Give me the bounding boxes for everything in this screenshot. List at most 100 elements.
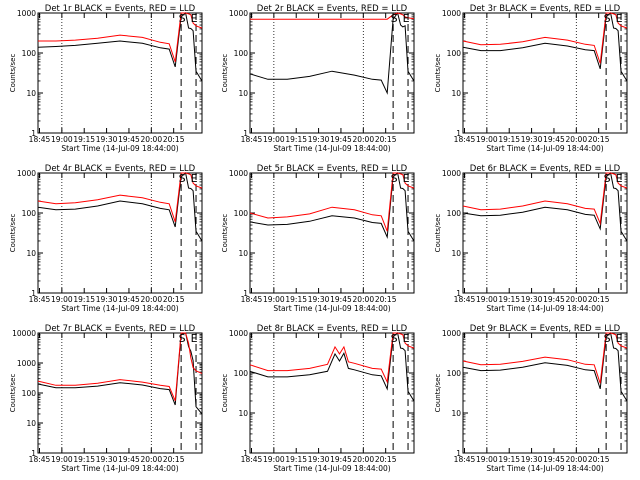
x-tick-label: 19:30: [521, 295, 543, 304]
x-tick-label: 18:45: [29, 455, 51, 464]
y-tick-label: 1: [243, 449, 248, 458]
y-tick-label: 1: [456, 449, 461, 458]
y-tick-label: 1000: [442, 169, 461, 178]
x-tick-label: 19:15: [498, 135, 520, 144]
detector-panel-2: Det 2r BLACK = Events, RED = LLD 1 10 100 10…: [221, 4, 415, 153]
series-line-events: [462, 172, 628, 242]
y-tick-label: 1000: [442, 9, 461, 18]
marker-s: S: [604, 172, 611, 185]
marker-s: S: [179, 12, 186, 25]
series-line-lld: [250, 12, 415, 20]
x-tick-label: 20:15: [375, 455, 397, 464]
x-tick-label: 19:15: [73, 455, 95, 464]
x-tick-label: 19:30: [96, 295, 118, 304]
x-tick-label: 20:15: [588, 295, 610, 304]
y-tick-label: 10: [451, 249, 461, 258]
x-tick-label: 19:00: [263, 135, 285, 144]
x-tick-label: 20:00: [140, 295, 162, 304]
series-line-events: [37, 332, 203, 415]
x-tick-label: 20:00: [352, 455, 374, 464]
y-tick-label: 10: [26, 249, 36, 258]
series-line-lld: [249, 172, 415, 232]
x-tick-label: 19:00: [51, 135, 73, 144]
y-tick-label: 100: [447, 209, 462, 218]
y-tick-label: 10: [451, 89, 461, 98]
x-axis-label: Start Time (14-Jul-09 18:44:00): [61, 144, 178, 153]
x-axis-label: Start Time (14-Jul-09 18:44:00): [273, 464, 390, 473]
x-axis-label: Start Time (14-Jul-09 18:44:00): [486, 304, 603, 313]
x-tick-label: 19:30: [308, 295, 330, 304]
marker-s: S: [391, 12, 398, 25]
series-line-lld: [462, 12, 628, 64]
x-tick-label: 20:00: [565, 135, 587, 144]
x-tick-label: 19:45: [330, 455, 352, 464]
x-tick-label: 18:45: [241, 295, 263, 304]
y-tick-label: 1000: [17, 9, 36, 18]
x-tick-label: 19:00: [476, 295, 498, 304]
x-tick-label: 18:45: [454, 455, 476, 464]
x-tick-label: 20:15: [163, 135, 185, 144]
y-axis-label: Counts/sec: [434, 374, 442, 413]
y-tick-label: 100: [447, 369, 462, 378]
y-tick-label: 100: [447, 49, 462, 58]
x-tick-label: 20:15: [588, 135, 610, 144]
y-axis-label: Counts/sec: [221, 54, 229, 93]
plot-frame: [249, 172, 415, 294]
marker-s: S: [391, 172, 398, 185]
x-tick-label: 19:15: [285, 135, 307, 144]
x-tick-label: 19:30: [308, 135, 330, 144]
y-tick-label: 1000: [17, 359, 36, 368]
x-axis-label: Start Time (14-Jul-09 18:44:00): [486, 144, 603, 153]
x-tick-label: 18:45: [29, 295, 51, 304]
panel-title: Det 2r BLACK = Events, RED = LLD: [257, 4, 408, 14]
y-tick-label: 1000: [229, 9, 248, 18]
y-tick-label: 100: [22, 389, 37, 398]
x-tick-label: 19:30: [308, 455, 330, 464]
plot-frame: [37, 172, 203, 294]
y-axis-label: Counts/sec: [221, 214, 229, 253]
y-tick-label: 1: [456, 129, 461, 138]
x-tick-label: 20:15: [163, 295, 185, 304]
x-tick-label: 19:30: [96, 455, 118, 464]
panel-title: Det 3r BLACK = Events, RED = LLD: [470, 4, 621, 14]
y-tick-label: 10000: [12, 329, 36, 338]
marker-e: E: [191, 12, 198, 25]
y-tick-label: 1: [31, 289, 36, 298]
x-tick-label: 19:45: [543, 455, 565, 464]
x-tick-label: 19:15: [73, 135, 95, 144]
y-axis-label: Counts/sec: [434, 214, 442, 253]
x-tick-label: 19:00: [51, 455, 73, 464]
x-tick-label: 19:00: [263, 295, 285, 304]
y-tick-label: 1: [456, 289, 461, 298]
y-tick-label: 100: [234, 369, 249, 378]
series-line-lld: [38, 12, 203, 63]
x-tick-label: 19:00: [476, 135, 498, 144]
x-tick-label: 19:30: [521, 135, 543, 144]
marker-e: E: [616, 332, 623, 345]
x-tick-label: 19:45: [543, 295, 565, 304]
detector-panel-5: Det 5r BLACK = Events, RED = LLD 1 10 100 10…: [221, 164, 415, 313]
panel-title: Det 1r BLACK = Events, RED = LLD: [45, 4, 196, 14]
x-tick-label: 20:00: [565, 295, 587, 304]
plot-frame: [462, 172, 628, 294]
y-tick-label: 10: [238, 409, 248, 418]
x-tick-label: 19:15: [285, 295, 307, 304]
marker-s: S: [604, 12, 611, 25]
x-axis-label: Start Time (14-Jul-09 18:44:00): [61, 464, 178, 473]
series-line-lld: [462, 172, 628, 226]
x-tick-label: 20:00: [352, 295, 374, 304]
detector-panel-7: Det 7r BLACK = Events, RED = LLD 1 10 100 10…: [9, 324, 203, 473]
detector-panel-1: Det 1r BLACK = Events, RED = LLD 1 10 100 10…: [9, 4, 203, 153]
y-axis-label: Counts/sec: [434, 54, 442, 93]
x-tick-label: 20:00: [565, 455, 587, 464]
x-axis-label: Start Time (14-Jul-09 18:44:00): [273, 304, 390, 313]
panel-title: Det 5r BLACK = Events, RED = LLD: [257, 164, 408, 174]
x-tick-label: 19:45: [118, 295, 140, 304]
y-tick-label: 1000: [17, 169, 36, 178]
y-axis-label: Counts/sec: [9, 214, 17, 253]
x-tick-label: 19:45: [330, 135, 352, 144]
y-tick-label: 1: [243, 289, 248, 298]
marker-e: E: [191, 172, 198, 185]
x-tick-label: 19:15: [498, 455, 520, 464]
y-tick-label: 10: [238, 89, 248, 98]
